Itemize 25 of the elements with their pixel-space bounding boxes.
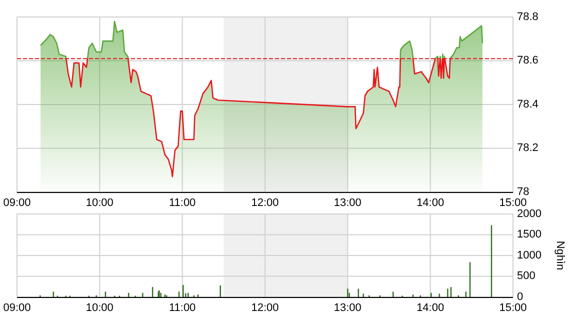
x-tick-label: 10:00 bbox=[86, 197, 114, 209]
y-tick-label: 2000 bbox=[517, 208, 542, 220]
x-tick-label: 09:00 bbox=[3, 302, 31, 314]
x-tick-label: 09:00 bbox=[3, 197, 31, 209]
y-tick-label: 78.4 bbox=[517, 98, 538, 110]
x-tick-label: 15:00 bbox=[499, 302, 527, 314]
y-tick-label: 78.2 bbox=[517, 142, 538, 154]
x-tick-label: 14:00 bbox=[416, 302, 444, 314]
y-tick-label: 500 bbox=[517, 270, 536, 282]
x-tick-label: 11:00 bbox=[168, 302, 196, 314]
y-tick-label: 78 bbox=[517, 186, 530, 198]
x-tick-label: 13:00 bbox=[334, 197, 362, 209]
x-tick-label: 12:00 bbox=[251, 302, 279, 314]
x-tick-label: 12:00 bbox=[251, 197, 279, 209]
x-tick-label: 10:00 bbox=[86, 302, 114, 314]
y-tick-label: 1500 bbox=[517, 228, 542, 241]
y-tick-label: 1000 bbox=[517, 249, 542, 262]
x-tick-label: 14:00 bbox=[416, 197, 444, 209]
x-tick-label: 11:00 bbox=[168, 197, 196, 209]
y-tick-label: 78.8 bbox=[517, 10, 538, 23]
x-tick-label: 13:00 bbox=[334, 302, 362, 314]
y-axis-title: Nghìn bbox=[554, 240, 566, 270]
y-tick-label: 78.6 bbox=[517, 54, 538, 67]
y-tick-label: 0 bbox=[517, 290, 524, 303]
x-tick-label: 15:00 bbox=[499, 197, 527, 209]
